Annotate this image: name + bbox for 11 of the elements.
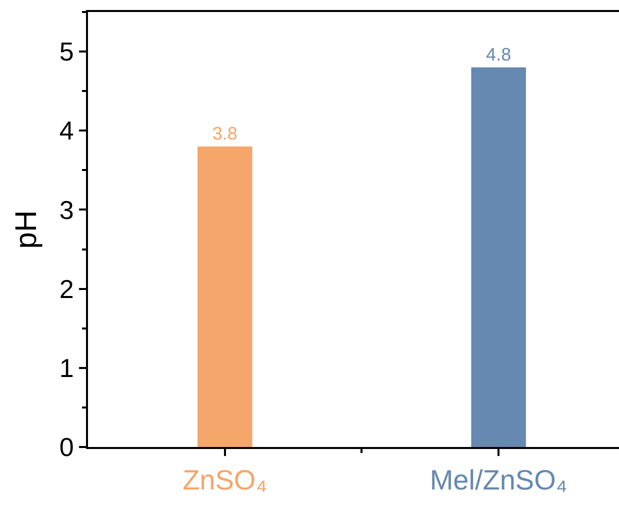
y-tick-label: 2 [59, 274, 74, 304]
y-tick-label: 3 [59, 194, 74, 225]
x-tick-label: Mel/ZnSO₄ [430, 464, 568, 496]
y-tick-label: 1 [59, 353, 74, 384]
y-tick-label: 5 [59, 36, 74, 67]
y-tick-label: 4 [59, 116, 74, 146]
y-axis-title: pH [10, 210, 43, 249]
data-label: 4.8 [486, 44, 512, 64]
data-label: 3.8 [212, 123, 238, 144]
y-tick-label: 0 [59, 432, 74, 462]
x-tick-label: ZnSO₄ [182, 464, 268, 496]
